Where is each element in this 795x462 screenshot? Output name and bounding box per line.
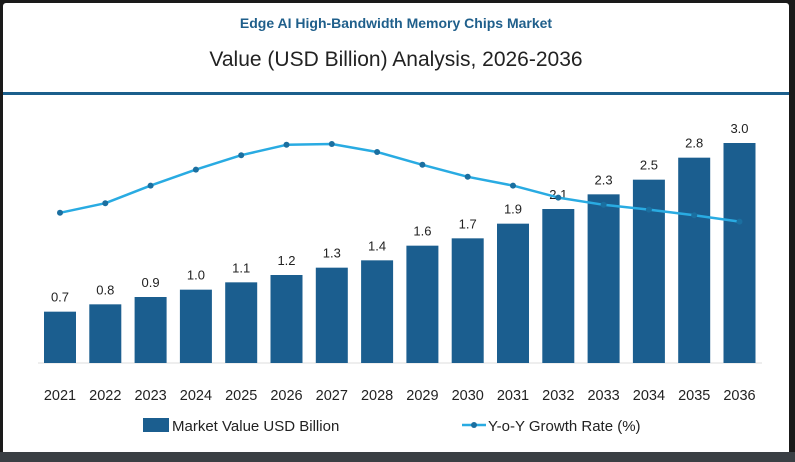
x-tick-2030: 2030 xyxy=(452,388,484,404)
bar-label-2030: 1.7 xyxy=(459,216,477,231)
x-tick-2026: 2026 xyxy=(270,388,302,404)
title-divider xyxy=(3,92,789,95)
growth-line xyxy=(59,142,740,223)
x-tick-2021: 2021 xyxy=(44,388,76,404)
growth-point-2033 xyxy=(600,201,607,208)
bar-2026 xyxy=(270,275,303,363)
bar-2033 xyxy=(587,194,620,363)
growth-point-2036 xyxy=(736,218,743,225)
bar-label-2034: 2.5 xyxy=(640,158,658,173)
bar-label-2022: 0.8 xyxy=(96,282,114,297)
bar-label-2021: 0.7 xyxy=(51,290,69,305)
legend-bar-swatch xyxy=(143,418,169,432)
bar-2025 xyxy=(225,282,258,363)
growth-point-2027 xyxy=(328,141,335,147)
bar-2027 xyxy=(315,267,348,363)
growth-point-2021 xyxy=(57,209,63,216)
growth-point-2034 xyxy=(645,206,652,213)
bar-2021 xyxy=(44,311,76,363)
bar-label-2026: 1.2 xyxy=(277,253,295,268)
x-tick-2032: 2032 xyxy=(542,388,574,404)
growth-point-2032 xyxy=(555,194,562,201)
growth-point-2022 xyxy=(102,200,109,207)
bar-2023 xyxy=(134,297,167,363)
x-tick-2028: 2028 xyxy=(361,388,393,404)
legend-line-marker xyxy=(471,422,477,428)
legend-line-label: Y-o-Y Growth Rate (%) xyxy=(488,418,641,435)
bar-label-2029: 1.6 xyxy=(413,224,431,239)
x-tick-2031: 2031 xyxy=(497,388,529,404)
bar-2029 xyxy=(406,245,439,363)
growth-point-2028 xyxy=(374,149,381,155)
bar-label-2027: 1.3 xyxy=(323,246,341,261)
x-tick-2036: 2036 xyxy=(723,388,755,404)
x-tick-2033: 2033 xyxy=(587,388,619,404)
x-tick-2035: 2035 xyxy=(678,388,710,404)
bar-2035 xyxy=(678,157,711,363)
growth-point-2026 xyxy=(283,141,290,148)
growth-point-2029 xyxy=(419,161,426,168)
growth-point-2030 xyxy=(464,173,471,180)
growth-point-2023 xyxy=(147,182,154,189)
bar-label-2035: 2.8 xyxy=(685,136,703,151)
bar-label-2028: 1.4 xyxy=(368,238,386,253)
x-tick-2024: 2024 xyxy=(180,388,212,404)
bar-2032 xyxy=(542,209,575,363)
x-tick-2027: 2027 xyxy=(316,388,348,404)
x-tick-2029: 2029 xyxy=(406,388,438,404)
bar-2024 xyxy=(179,289,212,363)
x-tick-2034: 2034 xyxy=(633,388,665,404)
bar-label-2033: 2.3 xyxy=(595,172,613,187)
bar-2028 xyxy=(361,260,394,363)
bar-label-2031: 1.9 xyxy=(504,202,522,217)
x-tick-2023: 2023 xyxy=(134,388,166,404)
chart-subtitle: Value (USD Billion) Analysis, 2026-2036 xyxy=(209,48,583,71)
bar-label-2036: 3.0 xyxy=(730,121,748,136)
growth-point-2024 xyxy=(192,166,199,173)
growth-point-2031 xyxy=(510,182,516,189)
x-tick-2025: 2025 xyxy=(225,388,257,404)
x-tick-2022: 2022 xyxy=(89,388,121,404)
bar-label-2024: 1.0 xyxy=(187,268,205,283)
growth-point-2035 xyxy=(691,212,698,219)
bar-2031 xyxy=(497,223,529,363)
bar-2030 xyxy=(451,238,484,363)
bar-2022 xyxy=(89,304,122,363)
bar-2036 xyxy=(723,143,756,363)
chart-title: Edge AI High-Bandwidth Memory Chips Mark… xyxy=(239,15,553,31)
bar-label-2023: 0.9 xyxy=(142,275,160,290)
legend-bar-label: Market Value USD Billion xyxy=(172,418,339,435)
bar-label-2025: 1.1 xyxy=(232,260,250,275)
bottom-bar xyxy=(0,452,795,462)
growth-point-2025 xyxy=(238,152,245,159)
